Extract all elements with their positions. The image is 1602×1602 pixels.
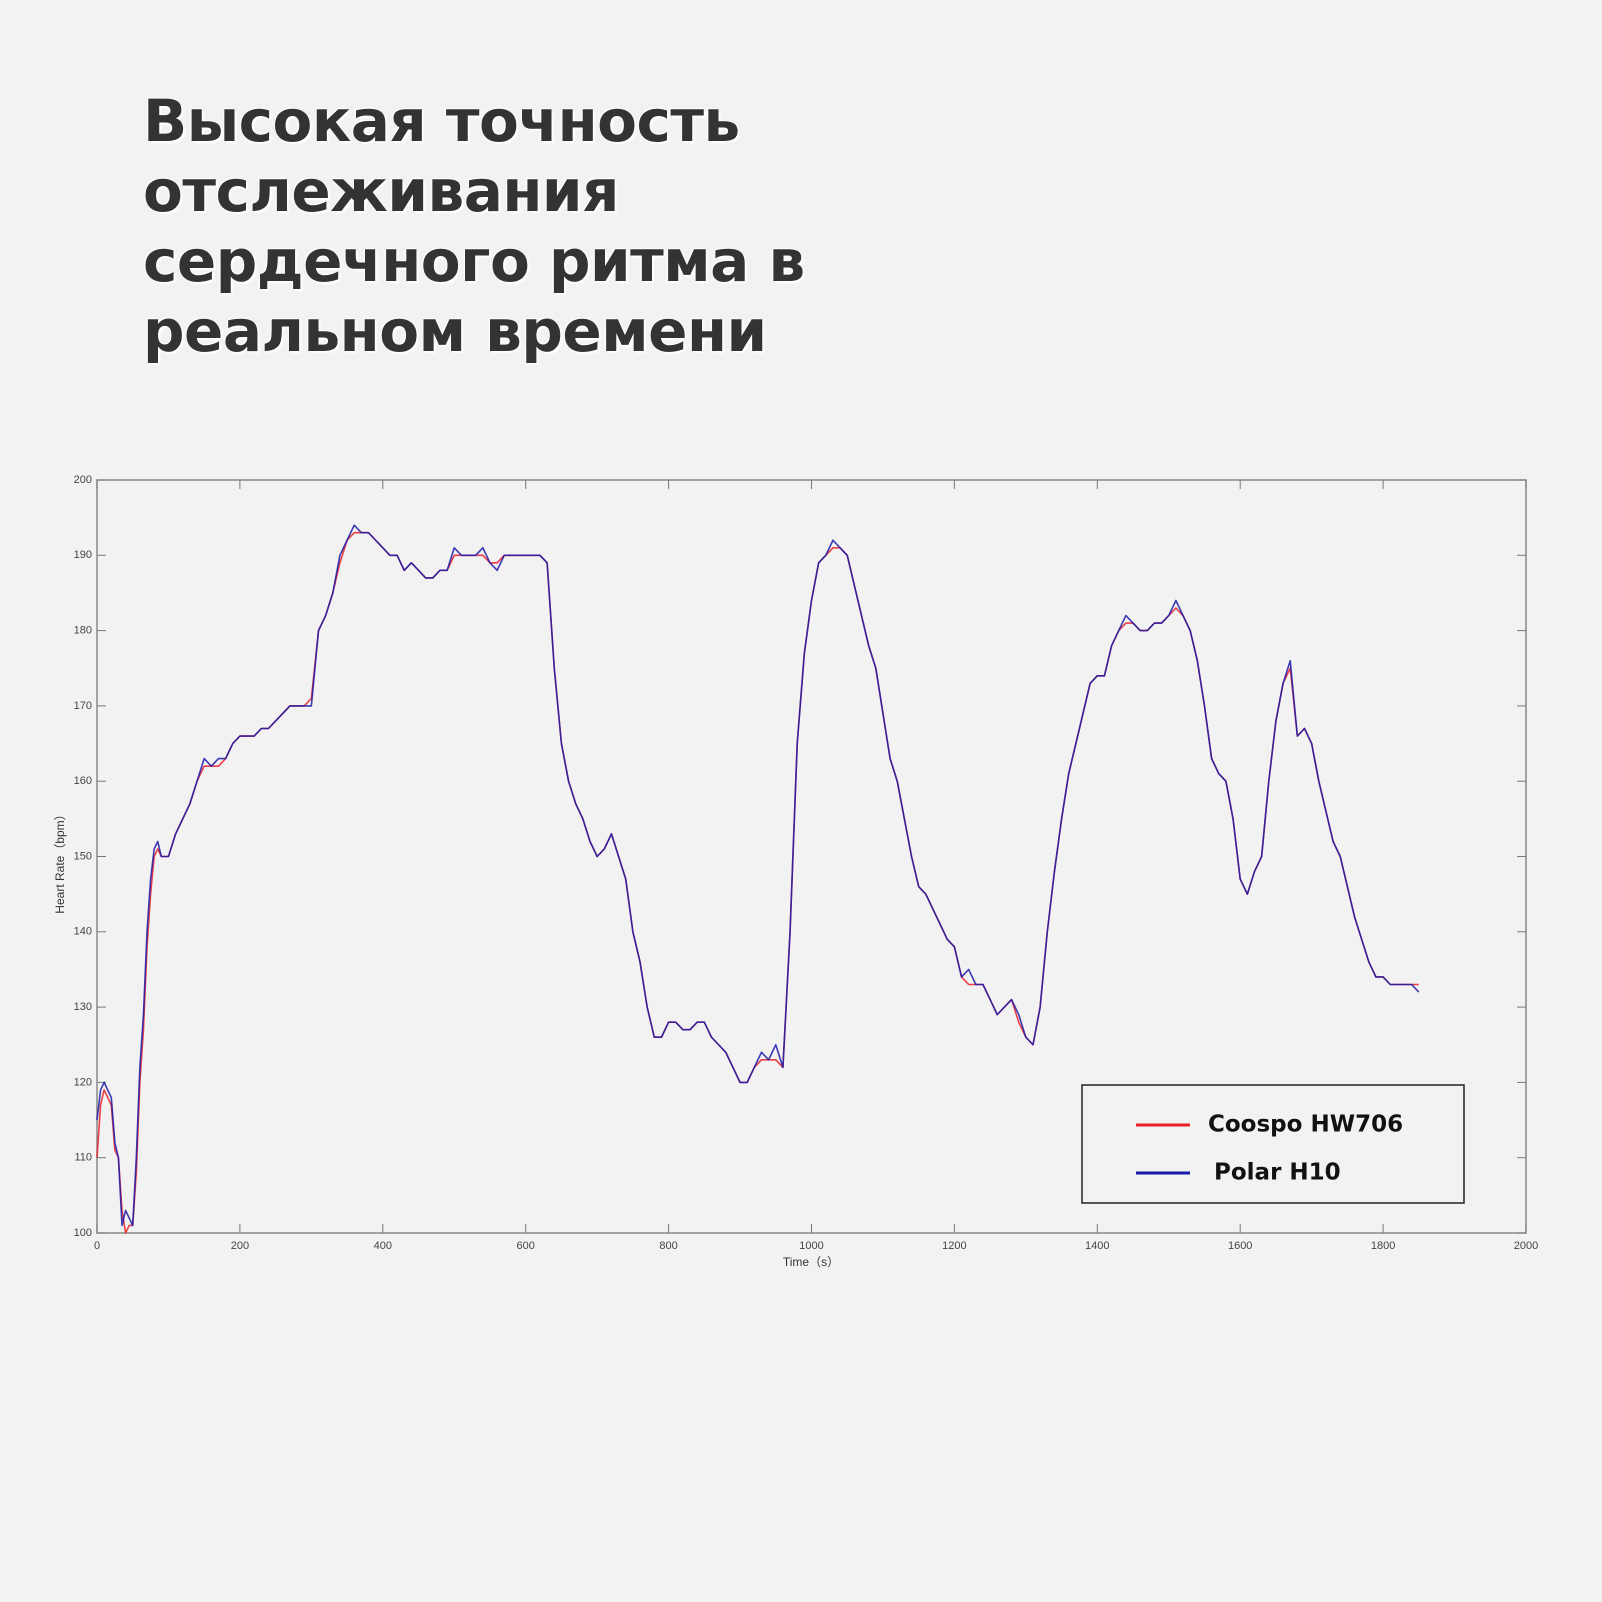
x-tick-label: 1800 bbox=[1371, 1240, 1395, 1252]
y-tick-label: 120 bbox=[74, 1076, 92, 1088]
x-tick-label: 1400 bbox=[1085, 1240, 1109, 1252]
x-tick-label: 800 bbox=[659, 1240, 677, 1252]
legend-label: Coospo HW706 bbox=[1208, 1112, 1403, 1138]
y-tick-label: 170 bbox=[74, 700, 92, 712]
x-tick-label: 600 bbox=[517, 1240, 535, 1252]
y-tick-label: 150 bbox=[74, 850, 92, 862]
x-tick-label: 0 bbox=[94, 1240, 100, 1252]
x-tick-label: 200 bbox=[231, 1240, 249, 1252]
y-tick-label: 100 bbox=[74, 1227, 92, 1239]
x-tick-label: 1000 bbox=[799, 1240, 823, 1252]
page-title: Высокая точность отслеживания сердечного… bbox=[143, 87, 805, 365]
y-tick-label: 200 bbox=[74, 474, 92, 486]
y-tick-label: 190 bbox=[74, 549, 92, 561]
y-tick-label: 140 bbox=[74, 926, 92, 938]
y-tick-label: 180 bbox=[74, 625, 92, 637]
x-tick-label: 400 bbox=[374, 1240, 392, 1252]
legend-box bbox=[1081, 1084, 1465, 1204]
x-tick-label: 1600 bbox=[1228, 1240, 1252, 1252]
legend-label: Polar H10 bbox=[1214, 1160, 1341, 1186]
series-line bbox=[96, 524, 1420, 1227]
y-tick-label: 110 bbox=[74, 1152, 92, 1164]
y-tick-label: 160 bbox=[74, 775, 92, 787]
x-axis-label: Time（s） bbox=[783, 1255, 839, 1269]
y-tick-label: 130 bbox=[74, 1001, 92, 1013]
x-tick-label: 2000 bbox=[1514, 1240, 1538, 1252]
y-axis-label: Heart Rate（bpm） bbox=[53, 808, 67, 913]
x-tick-label: 1200 bbox=[942, 1240, 966, 1252]
